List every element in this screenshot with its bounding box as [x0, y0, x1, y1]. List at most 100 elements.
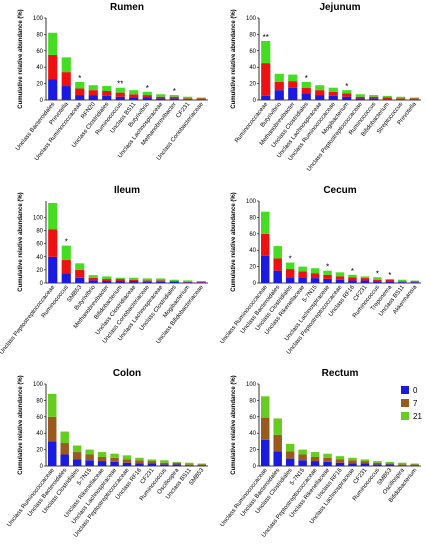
y-tick-label: 100 [246, 382, 257, 388]
bar-segment [385, 278, 395, 280]
bar-segment [88, 280, 98, 283]
bar-segment [129, 279, 139, 282]
bar-segment [135, 457, 144, 461]
bar-segment [142, 95, 152, 98]
significance-mark: * [78, 74, 81, 83]
bar-segment [315, 90, 325, 96]
significance-mark: * [326, 263, 329, 272]
bar-segment [172, 461, 182, 463]
bar-segment [102, 279, 112, 282]
bar-segment [185, 465, 194, 466]
bar-segment [301, 81, 311, 88]
chart-title: Ileum [114, 185, 140, 196]
y-tick-label: 80 [249, 215, 256, 221]
y-tick-label: 100 [33, 16, 44, 22]
y-tick-label: 40 [249, 431, 256, 437]
bar-segment [115, 87, 125, 93]
bar-segment [396, 96, 406, 99]
bar-segment [369, 95, 379, 97]
bar-segment [274, 73, 284, 82]
bar-segment [169, 281, 179, 282]
bar-segment [288, 87, 298, 100]
bar-segment [61, 273, 71, 283]
bar-segment [75, 81, 85, 89]
bar-segment [197, 465, 207, 466]
legend-swatch [401, 386, 409, 394]
bar-segment [156, 96, 166, 99]
bar-segment [360, 461, 370, 464]
bar-segment [355, 94, 365, 97]
bar-segment [97, 461, 107, 466]
bar-segment [88, 95, 98, 100]
bar-segment [409, 99, 419, 100]
bar-segment [183, 99, 193, 100]
bar-segment [342, 93, 352, 97]
bar-segment [75, 277, 85, 283]
bar-segment [323, 461, 332, 466]
bar-segment [369, 98, 379, 100]
bar-segment [169, 96, 179, 99]
bar-segment [373, 277, 382, 280]
bar-segment [172, 462, 182, 465]
bar-segment [373, 461, 382, 463]
bar-segment [335, 459, 345, 463]
bar-segment [301, 87, 311, 94]
y-tick-label: 40 [36, 431, 43, 437]
bar-segment [285, 458, 295, 466]
bar-segment [135, 463, 144, 466]
bar-segment [385, 464, 395, 466]
bar-segment [396, 99, 406, 100]
bar-segment [115, 96, 125, 100]
bar-segment [88, 85, 98, 91]
bar-segment [102, 281, 112, 283]
bar-segment [122, 459, 132, 463]
y-tick-label: 100 [33, 215, 44, 221]
bar-segment [323, 274, 332, 279]
bar-segment [97, 452, 107, 457]
bar-segment [274, 90, 284, 100]
bar-segment [310, 278, 320, 283]
y-tick-label: 0 [40, 281, 44, 287]
bar-segment [115, 279, 125, 282]
bar-segment [396, 98, 406, 100]
bar-segment [142, 281, 152, 283]
bar-segment [335, 276, 345, 280]
bar-segment [335, 456, 345, 460]
y-axis-label: Cumulative relative abundance (%) [231, 192, 237, 291]
significance-mark: * [376, 269, 379, 278]
bar-segment [196, 281, 206, 282]
y-axis-label: Cumulative relative abundance (%) [18, 192, 24, 291]
bar-segment [288, 74, 298, 82]
bar-segment [260, 417, 270, 440]
bar-segment [196, 282, 206, 283]
x-tick-label: Unclass Peptostreptococcaceae [0, 284, 57, 356]
bar-segment [335, 462, 345, 466]
bar-segment [169, 95, 179, 97]
bar-segment [122, 462, 132, 466]
bar-segment [85, 454, 94, 461]
legend-swatch [401, 399, 409, 407]
bar-segment [169, 98, 179, 100]
bar-segment [160, 462, 169, 465]
y-tick-label: 80 [36, 229, 43, 235]
bar-segment [298, 454, 307, 461]
significance-mark: * [146, 84, 149, 93]
bar-segment [88, 277, 98, 281]
y-axis-label: Cumulative relative abundance (%) [18, 9, 24, 108]
bar-segment [382, 95, 392, 98]
bar-segment [335, 279, 345, 283]
legend-label: 0 [413, 386, 418, 395]
bar-segment [323, 457, 332, 462]
bar-segment [142, 280, 152, 282]
bar-segment [310, 456, 320, 462]
y-tick-label: 60 [249, 415, 256, 421]
bar-segment [409, 97, 419, 99]
significance-mark: ** [263, 33, 269, 42]
bar-segment [110, 457, 119, 462]
bar-segment [72, 452, 82, 460]
bar-segment [373, 281, 382, 283]
bar-segment [310, 452, 320, 457]
bar-segment [328, 87, 338, 92]
bar-segment [97, 456, 107, 462]
